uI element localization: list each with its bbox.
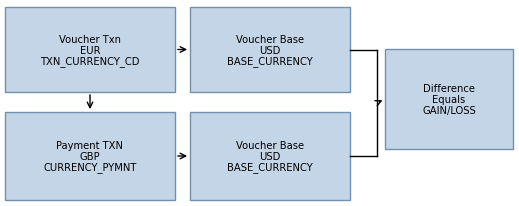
Text: CURRENCY_PYMNT: CURRENCY_PYMNT [43, 162, 136, 172]
Text: USD: USD [260, 151, 281, 161]
Text: GAIN/LOSS: GAIN/LOSS [422, 105, 476, 115]
Bar [190, 112, 350, 200]
Text: Difference: Difference [423, 84, 475, 94]
Text: TXN_CURRENCY_CD: TXN_CURRENCY_CD [40, 56, 140, 66]
Text: Payment TXN: Payment TXN [57, 140, 124, 150]
Text: Voucher Txn: Voucher Txn [59, 35, 121, 44]
Bar [190, 8, 350, 92]
Text: BASE_CURRENCY: BASE_CURRENCY [227, 56, 313, 66]
Bar [5, 8, 175, 92]
Text: USD: USD [260, 45, 281, 55]
Text: EUR: EUR [80, 45, 100, 55]
Text: Voucher Base: Voucher Base [236, 140, 304, 150]
Text: Equals: Equals [432, 95, 466, 104]
Bar [5, 112, 175, 200]
Text: Voucher Base: Voucher Base [236, 35, 304, 44]
Bar [385, 50, 513, 149]
Text: BASE_CURRENCY: BASE_CURRENCY [227, 162, 313, 172]
Text: GBP: GBP [80, 151, 100, 161]
